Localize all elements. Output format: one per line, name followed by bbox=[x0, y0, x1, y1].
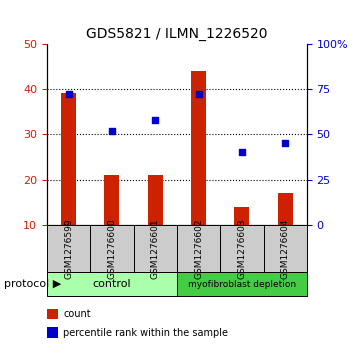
Bar bbox=[234, 207, 249, 225]
Text: count: count bbox=[63, 309, 91, 319]
Text: percentile rank within the sample: percentile rank within the sample bbox=[63, 327, 228, 338]
Point bbox=[196, 91, 201, 97]
Point bbox=[239, 150, 245, 155]
Bar bbox=[61, 93, 76, 225]
Bar bbox=[278, 193, 293, 225]
Text: control: control bbox=[93, 279, 131, 289]
Point bbox=[152, 117, 158, 123]
Text: protocol ▶: protocol ▶ bbox=[4, 279, 61, 289]
Text: GSM1276601: GSM1276601 bbox=[151, 218, 160, 279]
Text: myofibroblast depletion: myofibroblast depletion bbox=[188, 280, 296, 289]
Bar bbox=[148, 175, 163, 225]
Text: GSM1276599: GSM1276599 bbox=[64, 218, 73, 279]
Point bbox=[66, 91, 71, 97]
Text: GSM1276603: GSM1276603 bbox=[238, 218, 246, 279]
Text: GSM1276600: GSM1276600 bbox=[108, 218, 116, 279]
Point bbox=[282, 140, 288, 146]
Text: GSM1276604: GSM1276604 bbox=[281, 219, 290, 279]
Text: GSM1276602: GSM1276602 bbox=[194, 219, 203, 279]
Title: GDS5821 / ILMN_1226520: GDS5821 / ILMN_1226520 bbox=[86, 27, 268, 41]
Point bbox=[109, 128, 115, 134]
Bar bbox=[191, 71, 206, 225]
Bar bbox=[104, 175, 119, 225]
